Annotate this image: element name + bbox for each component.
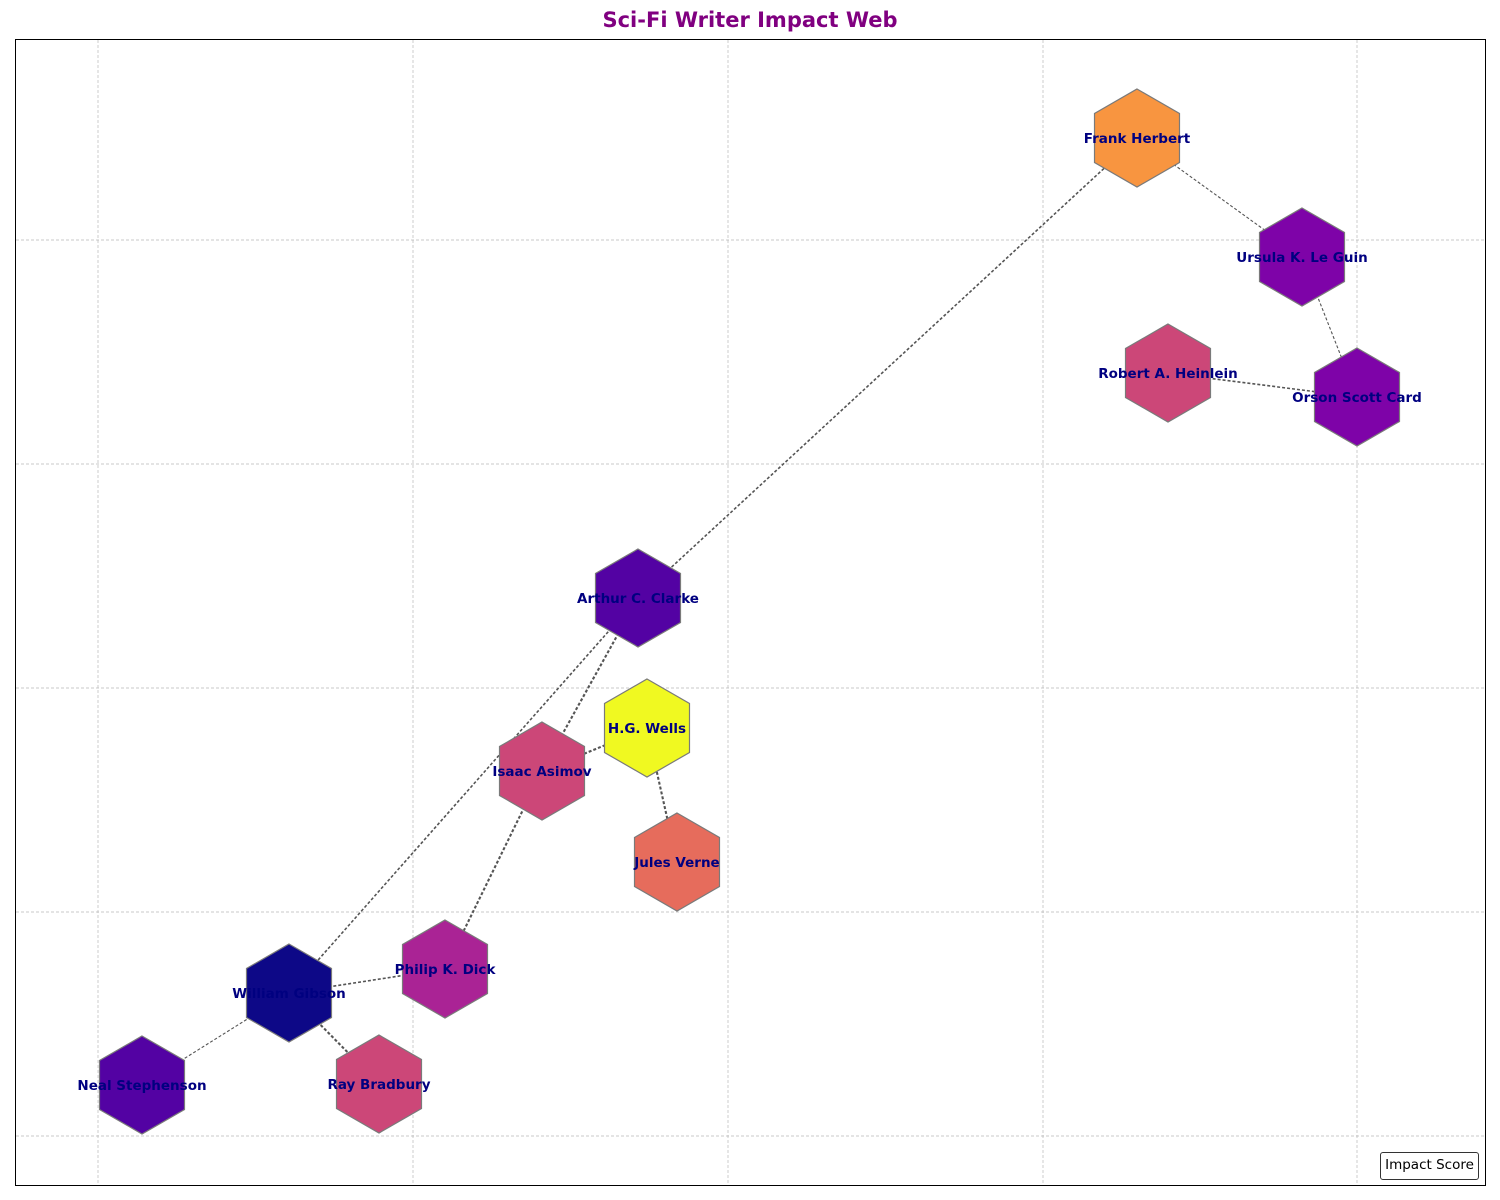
node-hexagon bbox=[401, 919, 489, 1019]
node-philip[interactable]: Philip K. Dick bbox=[395, 919, 497, 1019]
node-label: H.G. Wells bbox=[608, 721, 686, 737]
node-label: Arthur C. Clarke bbox=[577, 591, 699, 607]
node-label: Orson Scott Card bbox=[1292, 390, 1422, 406]
node-label: Ray Bradbury bbox=[327, 1077, 430, 1093]
node-hexagon bbox=[1124, 323, 1212, 423]
edge-william-neal bbox=[141, 992, 290, 1086]
node-label: Philip K. Dick bbox=[395, 962, 497, 978]
legend-label: Impact Score bbox=[1385, 1157, 1474, 1173]
plot-frame bbox=[15, 39, 1486, 1186]
node-ursula[interactable]: Ursula K. Le Guin bbox=[1236, 207, 1368, 307]
node-neal[interactable]: Neal Stephenson bbox=[77, 1035, 207, 1135]
edge-arthur-william bbox=[288, 597, 639, 994]
node-label: William Gibson bbox=[232, 986, 346, 1002]
node-label: Jules Verne bbox=[633, 855, 719, 871]
node-robert[interactable]: Robert A. Heinlein bbox=[1098, 323, 1238, 423]
node-william[interactable]: William Gibson bbox=[232, 943, 346, 1043]
node-hexagon bbox=[603, 678, 691, 778]
node-isaac[interactable]: Isaac Asimov bbox=[492, 721, 592, 821]
edge-frank-ursula bbox=[1136, 137, 1303, 258]
node-label: Ursula K. Le Guin bbox=[1236, 250, 1367, 266]
node-label: Frank Herbert bbox=[1084, 131, 1191, 147]
node-label: Neal Stephenson bbox=[77, 1078, 206, 1094]
chart-title: Sci-Fi Writer Impact Web bbox=[602, 8, 898, 32]
nodes: Frank Herbert Ursula K. Le Guin Robert A. … bbox=[77, 88, 1422, 1135]
node-hexagon bbox=[98, 1035, 186, 1135]
node-arthur[interactable]: Arthur C. Clarke bbox=[577, 548, 699, 648]
legend: Impact Score bbox=[1380, 1152, 1479, 1180]
edge-frank-arthur bbox=[637, 137, 1138, 599]
node-frank[interactable]: Frank Herbert bbox=[1084, 88, 1191, 188]
node-label: Isaac Asimov bbox=[492, 764, 591, 780]
edge-hg-isaac bbox=[541, 727, 648, 772]
node-hexagon bbox=[633, 812, 721, 912]
node-ray[interactable]: Ray Bradbury bbox=[327, 1034, 431, 1134]
node-hexagon bbox=[1093, 88, 1181, 188]
node-hexagon bbox=[1258, 207, 1346, 307]
node-hexagon bbox=[498, 721, 586, 821]
node-label: Robert A. Heinlein bbox=[1098, 366, 1238, 382]
node-hexagon bbox=[594, 548, 682, 648]
node-jules[interactable]: Jules Verne bbox=[633, 812, 721, 912]
node-orson[interactable]: Orson Scott Card bbox=[1292, 347, 1422, 447]
node-hexagon bbox=[245, 943, 333, 1043]
node-hexagon bbox=[335, 1034, 423, 1134]
node-hg[interactable]: H.G. Wells bbox=[603, 678, 691, 778]
node-hexagon bbox=[1313, 347, 1401, 447]
edges bbox=[141, 137, 1358, 1086]
grid bbox=[16, 40, 1485, 1185]
